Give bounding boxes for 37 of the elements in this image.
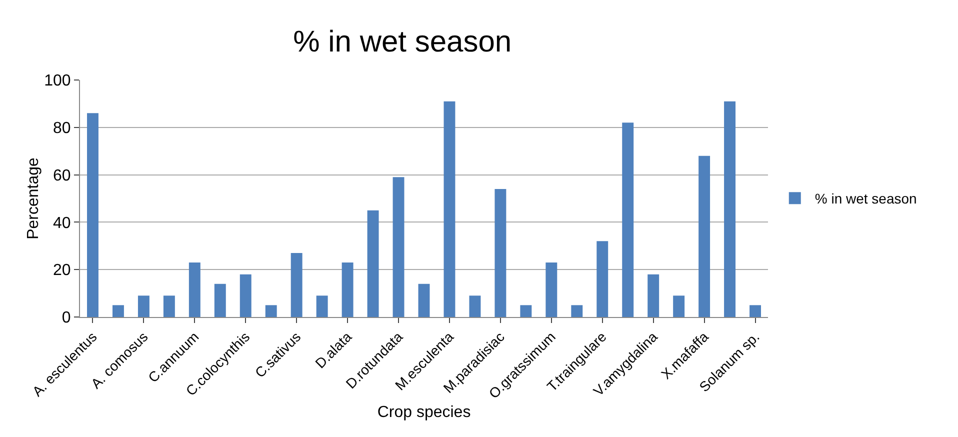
y-tick-label: 60 — [53, 167, 71, 184]
y-tick-label: 40 — [53, 214, 71, 232]
bar — [290, 253, 302, 317]
bar — [520, 305, 532, 317]
x-axis-title: Crop species — [377, 404, 471, 422]
bar — [418, 284, 430, 317]
bar — [648, 274, 660, 317]
bar — [724, 101, 736, 317]
bar — [392, 177, 404, 317]
chart-title: % in wet season — [293, 26, 512, 59]
y-tick-label: 80 — [53, 120, 71, 137]
bar — [622, 122, 634, 317]
y-axis-title: Percentage — [25, 157, 42, 240]
bar — [112, 305, 124, 317]
bar — [596, 241, 608, 317]
y-tick-label: 100 — [44, 72, 71, 90]
y-tick-label: 20 — [53, 262, 71, 280]
bar — [444, 101, 456, 317]
bar — [240, 274, 252, 317]
bar — [188, 262, 200, 317]
bar — [494, 189, 506, 317]
bar — [469, 296, 481, 317]
y-tick-label: 0 — [62, 310, 71, 327]
bar — [138, 296, 150, 317]
legend-label: % in wet season — [814, 190, 917, 207]
bar — [546, 262, 558, 317]
bar — [673, 296, 685, 317]
bar — [214, 284, 226, 317]
bar — [698, 156, 710, 317]
bar — [265, 305, 277, 317]
bar — [367, 210, 379, 317]
bar — [87, 113, 98, 317]
bar — [342, 262, 354, 317]
bar — [571, 305, 583, 317]
bar — [316, 296, 328, 317]
bar — [750, 305, 761, 317]
bar — [163, 296, 175, 317]
